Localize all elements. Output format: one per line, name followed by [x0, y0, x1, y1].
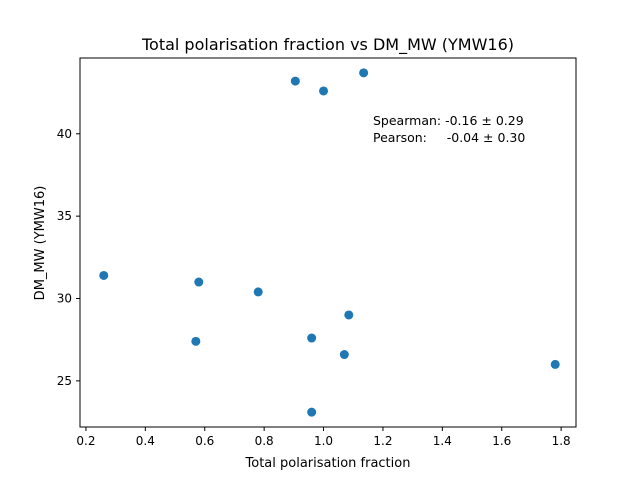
x-tick-label: 0.2	[76, 434, 95, 448]
data-point	[191, 336, 201, 346]
y-tick-label: 30	[57, 292, 72, 306]
x-tick-label: 1.8	[552, 434, 571, 448]
x-tick-label: 1.2	[373, 434, 392, 448]
data-point	[319, 86, 329, 96]
pearson-annotation: Pearson: -0.04 ± 0.30	[373, 130, 525, 145]
y-tick-label: 25	[57, 374, 72, 388]
spearman-annotation: Spearman: -0.16 ± 0.29	[373, 113, 524, 128]
y-axis-label: DM_MW (YMW16)	[33, 186, 48, 301]
x-axis-label: Total polarisation fraction	[245, 456, 411, 471]
data-points	[99, 68, 560, 417]
x-tick-label: 1.0	[314, 434, 333, 448]
data-point	[253, 287, 263, 297]
plot-area: 0.2 0.4 0.6 0.8 1.0 1.2 1.4 1.6 1.8 25 30 35 40 Spe…	[57, 57, 577, 448]
data-point	[290, 76, 300, 86]
data-point	[344, 310, 354, 320]
data-point	[359, 68, 369, 78]
y-tick-label: 35	[57, 209, 72, 223]
data-point	[550, 359, 560, 369]
data-point	[339, 350, 349, 360]
data-point	[99, 270, 109, 280]
y-tick-label: 40	[57, 127, 72, 141]
data-point	[194, 277, 204, 287]
data-point	[307, 407, 317, 417]
x-tick-label: 1.6	[492, 434, 511, 448]
y-axis-ticks: 25 30 35 40	[57, 127, 80, 388]
data-point	[307, 333, 317, 343]
x-tick-label: 0.4	[136, 434, 155, 448]
x-tick-label: 0.6	[195, 434, 214, 448]
x-tick-label: 0.8	[255, 434, 274, 448]
axes-frame	[79, 57, 577, 428]
x-tick-label: 1.4	[433, 434, 452, 448]
chart-title: Total polarisation fraction vs DM_MW (YM…	[141, 35, 514, 55]
x-axis-ticks: 0.2 0.4 0.6 0.8 1.0 1.2 1.4 1.6 1.8	[76, 427, 571, 448]
